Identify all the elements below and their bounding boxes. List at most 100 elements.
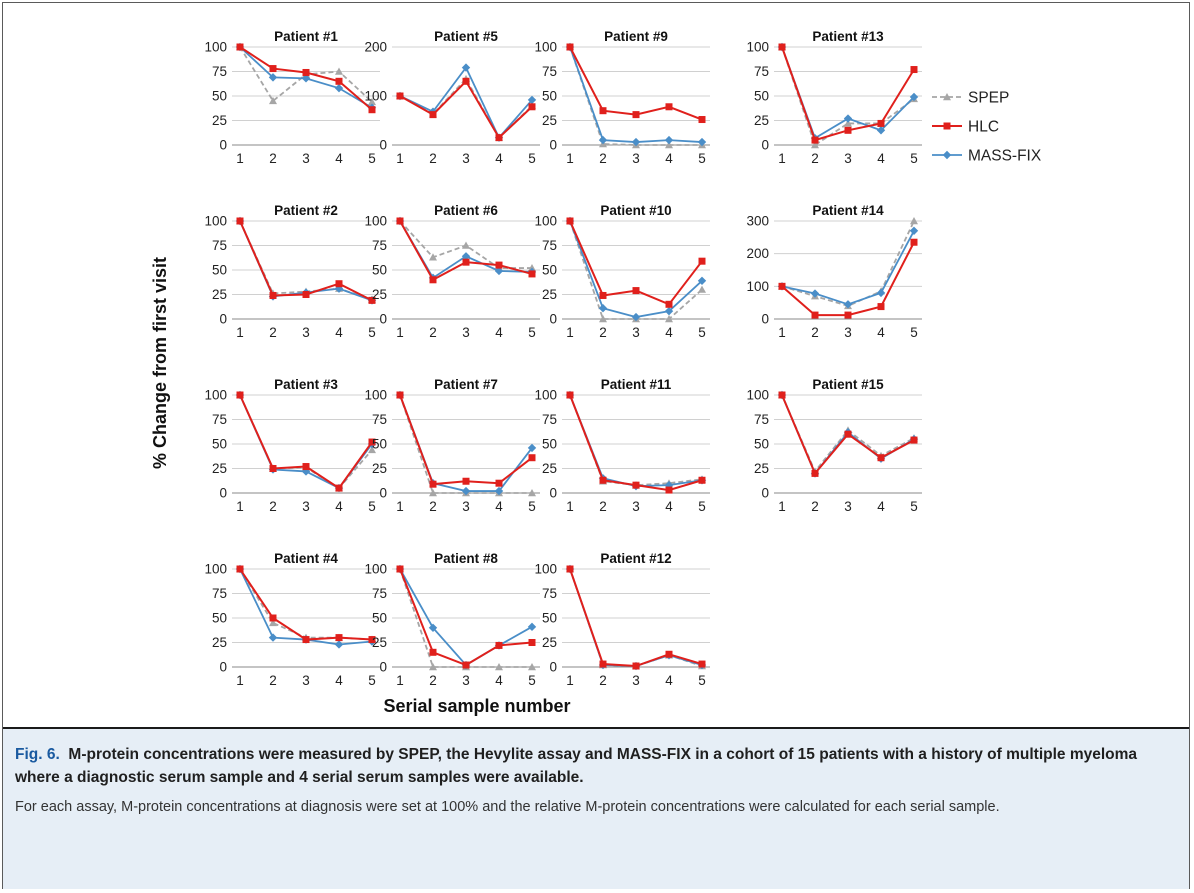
chart-panel: 0 25 50 75 100 1 2 3 4 5 Patient #3 (204, 377, 380, 514)
panel-title: Patient #11 (601, 377, 672, 392)
y-tick-label: 75 (372, 238, 387, 253)
y-tick-label: 200 (746, 246, 769, 261)
panel-title: Patient #4 (274, 551, 338, 566)
data-point-hlc (910, 66, 918, 74)
y-tick-label: 100 (364, 89, 387, 104)
data-point-hlc (910, 436, 918, 444)
data-point-hlc (396, 565, 404, 573)
data-point-hlc (495, 261, 503, 269)
data-point-hlc (368, 106, 376, 114)
y-tick-label: 25 (372, 287, 387, 302)
chart-panel: 0 25 50 75 100 1 2 3 4 5 Patient #4 (204, 551, 380, 688)
data-point-mass-fix (631, 137, 641, 147)
y-tick-label: 75 (542, 64, 557, 79)
x-tick-label: 1 (566, 325, 574, 340)
data-point-spep (910, 217, 918, 225)
data-point-hlc (665, 103, 673, 111)
data-point-mass-fix (598, 135, 608, 145)
data-point-hlc (877, 303, 885, 311)
data-point-mass-fix (527, 95, 537, 105)
y-tick-label: 25 (542, 287, 557, 302)
y-tick-label: 300 (746, 214, 769, 229)
panel-title: Patient #8 (434, 551, 498, 566)
x-tick-label: 3 (632, 499, 640, 514)
data-point-hlc (528, 454, 536, 462)
x-tick-label: 2 (269, 151, 277, 166)
panel-title: Patient #6 (434, 203, 498, 218)
y-tick-label: 75 (542, 238, 557, 253)
y-axis-label: % Change from first visit (150, 257, 170, 469)
series-line-hlc (399, 568, 533, 667)
data-point-hlc (269, 465, 277, 472)
panel-title: Patient #5 (434, 29, 498, 44)
panel-title: Patient #7 (434, 377, 498, 392)
data-point-spep (462, 241, 470, 249)
data-point-mass-fix (664, 135, 674, 145)
data-point-mass-fix (810, 289, 820, 298)
data-point-spep (528, 663, 536, 671)
x-tick-label: 2 (269, 325, 277, 340)
series-line-hlc (399, 79, 533, 140)
data-point-mass-fix (631, 312, 641, 322)
data-point-hlc (495, 641, 503, 649)
y-tick-label: 75 (212, 64, 227, 79)
y-tick-label: 25 (212, 113, 227, 128)
x-tick-label: 2 (429, 151, 437, 166)
x-tick-label: 5 (698, 673, 706, 688)
data-point-hlc (368, 438, 376, 446)
data-point-hlc (566, 217, 574, 225)
data-point-mass-fix (697, 137, 707, 147)
series-line-hlc (399, 394, 533, 486)
x-tick-label: 1 (236, 325, 244, 340)
data-point-hlc (302, 636, 310, 644)
data-point-spep (698, 285, 706, 293)
data-point-mass-fix (268, 633, 278, 642)
data-point-hlc (462, 477, 470, 485)
data-point-mass-fix (461, 63, 471, 72)
data-point-hlc (632, 111, 640, 119)
panel-title: Patient #1 (274, 29, 338, 44)
x-tick-label: 3 (462, 325, 470, 340)
y-tick-label: 25 (212, 287, 227, 302)
y-tick-label: 75 (754, 64, 769, 79)
x-tick-label: 2 (599, 325, 607, 340)
data-point-spep (665, 315, 673, 323)
series-line-mass-fix (569, 220, 703, 318)
data-point-hlc (698, 116, 706, 124)
x-tick-label: 3 (632, 151, 640, 166)
data-point-hlc (844, 311, 852, 319)
data-point-spep (495, 663, 503, 671)
x-tick-label: 5 (528, 499, 536, 514)
data-point-hlc (269, 65, 277, 73)
data-point-hlc (599, 291, 607, 299)
data-point-hlc (495, 479, 503, 487)
data-point-hlc (665, 650, 673, 658)
y-tick-label: 50 (542, 263, 557, 278)
y-tick-label: 0 (549, 486, 557, 501)
x-axis-label: Serial sample number (383, 696, 570, 716)
legend-item-mass-fix: MASS-FIX (932, 148, 1042, 165)
data-point-hlc (528, 103, 536, 111)
legend-label: MASS-FIX (968, 148, 1042, 165)
chart-panel: 0 25 50 75 100 1 2 3 4 5 Patient #2 (204, 203, 380, 340)
y-tick-label: 0 (379, 486, 387, 501)
panel-title: Patient #2 (274, 203, 338, 218)
data-point-hlc (495, 134, 503, 142)
data-point-hlc (811, 136, 819, 144)
data-point-hlc (599, 476, 607, 484)
data-point-hlc (236, 565, 244, 573)
y-tick-label: 100 (204, 40, 227, 55)
y-tick-label: 25 (542, 635, 557, 650)
data-point-hlc (566, 43, 574, 51)
data-point-hlc (698, 476, 706, 484)
y-tick-label: 100 (364, 562, 387, 577)
data-point-hlc (236, 391, 244, 399)
panel-title: Patient #14 (812, 203, 884, 218)
data-point-spep (429, 489, 437, 497)
chart-panel: 0 25 50 75 100 1 2 3 4 5 Patient #15 (746, 377, 922, 514)
data-point-mass-fix (909, 226, 919, 235)
data-point-hlc (632, 662, 640, 670)
data-point-spep (335, 67, 343, 75)
data-point-spep (665, 141, 673, 149)
x-tick-label: 4 (665, 499, 673, 514)
